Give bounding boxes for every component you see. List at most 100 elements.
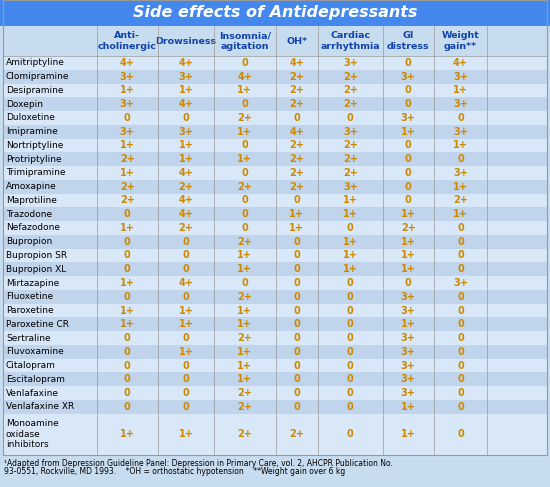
Text: 0: 0 [347,305,354,316]
Text: 1+: 1+ [401,237,416,247]
Text: 2+: 2+ [238,182,252,192]
Bar [3,359,547,373]
Text: 0: 0 [457,375,464,384]
Text: 3+: 3+ [401,388,416,398]
Text: 2+: 2+ [238,113,252,123]
Text: 2+: 2+ [343,140,358,150]
Text: 0: 0 [293,375,300,384]
Text: Trazodone: Trazodone [6,210,52,219]
Text: 3+: 3+ [453,278,468,288]
Text: 2+: 2+ [289,72,304,82]
Text: 0: 0 [457,430,464,439]
Text: 0: 0 [241,195,248,206]
Text: Fluoxetine: Fluoxetine [6,292,53,301]
Bar [3,180,547,194]
Text: 4+: 4+ [289,58,304,68]
Text: 0: 0 [241,223,248,233]
Text: 1+: 1+ [238,250,252,261]
Text: 4+: 4+ [179,209,194,219]
Text: 0: 0 [405,195,411,206]
Text: Mirtazapine: Mirtazapine [6,279,59,287]
Text: 0: 0 [457,347,464,357]
Text: 0: 0 [347,292,354,302]
Text: 2+: 2+ [289,430,304,439]
Text: 0: 0 [293,305,300,316]
Text: 0: 0 [405,140,411,150]
Text: Fluvoxamine: Fluvoxamine [6,347,64,356]
Text: 0: 0 [457,113,464,123]
Text: 0: 0 [124,388,131,398]
Text: 1+: 1+ [238,127,252,137]
Text: 1+: 1+ [238,319,252,329]
Bar [3,125,547,139]
Text: Desipramine: Desipramine [6,86,63,95]
Text: 1+: 1+ [401,319,416,329]
Text: Venlafaxine XR: Venlafaxine XR [6,402,74,412]
Text: 0: 0 [457,305,464,316]
Text: 4+: 4+ [179,168,194,178]
Text: 2+: 2+ [289,99,304,109]
Text: 0: 0 [347,333,354,343]
Text: 1+: 1+ [401,127,416,137]
Text: 2+: 2+ [238,333,252,343]
Text: 2+: 2+ [343,85,358,95]
Text: 0: 0 [124,375,131,384]
Text: 2+: 2+ [120,182,135,192]
Text: 3+: 3+ [343,127,358,137]
Text: 4+: 4+ [453,58,468,68]
Bar [3,249,547,262]
Text: 0: 0 [347,113,354,123]
Text: 3+: 3+ [453,99,468,109]
Text: 0: 0 [347,388,354,398]
Text: 0: 0 [347,278,354,288]
Text: 0: 0 [293,113,300,123]
Text: Side effects of Antidepressants: Side effects of Antidepressants [133,5,417,20]
Text: 0: 0 [347,430,354,439]
Text: 0: 0 [124,250,131,261]
Text: 1+: 1+ [238,154,252,164]
Text: 0: 0 [293,319,300,329]
Text: 4+: 4+ [179,99,194,109]
Text: 0: 0 [405,58,411,68]
Bar [0,0,550,26]
Bar [3,318,547,331]
Bar [3,70,547,83]
Text: 1+: 1+ [343,195,358,206]
Text: 3+: 3+ [401,305,416,316]
Text: 93-0551, Rockville, MD 1993.    *OH = orthostatic hypotension    **Weight gain o: 93-0551, Rockville, MD 1993. *OH = ortho… [4,467,345,476]
Text: 0: 0 [241,99,248,109]
Text: 2+: 2+ [238,388,252,398]
Text: 1+: 1+ [343,250,358,261]
Text: 0: 0 [183,113,189,123]
Text: 3+: 3+ [453,72,468,82]
Text: Amitriptyline: Amitriptyline [6,58,65,67]
Text: 4+: 4+ [289,127,304,137]
Text: 1+: 1+ [179,154,194,164]
Bar [3,262,547,276]
Text: 1+: 1+ [238,360,252,371]
Bar [3,235,547,249]
Text: 0: 0 [293,347,300,357]
Text: 2+: 2+ [289,168,304,178]
Text: 3+: 3+ [120,72,135,82]
Text: 0: 0 [183,388,189,398]
Text: 3+: 3+ [401,333,416,343]
Text: 1+: 1+ [401,209,416,219]
Text: 0: 0 [405,182,411,192]
Bar [3,304,547,318]
Text: 3+: 3+ [120,99,135,109]
Bar [3,111,547,125]
Text: 0: 0 [241,209,248,219]
Text: 2+: 2+ [343,72,358,82]
Text: Paroxetine: Paroxetine [6,306,54,315]
Text: 1+: 1+ [120,319,135,329]
Text: 0: 0 [457,264,464,274]
Text: 3+: 3+ [343,182,358,192]
Text: 2+: 2+ [289,140,304,150]
Text: Anti-
cholinergic: Anti- cholinergic [98,31,157,51]
Text: Bupropion: Bupropion [6,237,52,246]
Text: 1+: 1+ [401,430,416,439]
Text: 3+: 3+ [179,72,194,82]
Text: 0: 0 [293,264,300,274]
Text: 1+: 1+ [120,278,135,288]
